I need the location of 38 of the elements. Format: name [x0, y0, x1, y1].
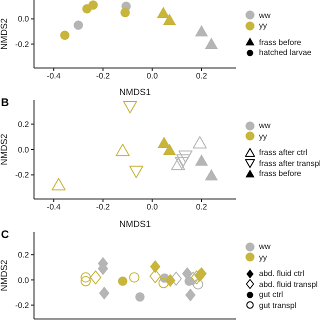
- x-tick-label: 0.2: [196, 202, 208, 212]
- x-tick-label: -0.4: [46, 72, 62, 81]
- text: abd. fluid ctrl: [259, 269, 304, 278]
- x-axis-title: NMDS1: [119, 87, 151, 97]
- x-tick-label: -0.2: [96, 72, 110, 81]
- chart-title: C: [1, 229, 9, 241]
- y-axis-title: NMDS2: [0, 134, 10, 166]
- x-axis-title: NMDS1: [119, 219, 151, 229]
- x-tick-label: -0.2: [96, 202, 110, 212]
- x-tick-label: -0.4: [46, 202, 62, 212]
- text: frass before: [259, 169, 302, 178]
- y-tick-label: 0.0: [18, 276, 30, 285]
- y-tick-label: 0.0: [18, 145, 30, 154]
- text: ww: [259, 121, 271, 130]
- chart-title: B: [1, 97, 9, 109]
- x-tick-label: 0.2: [196, 72, 208, 81]
- text: yy: [259, 252, 267, 262]
- x-tick-label: 0.0: [146, 72, 158, 81]
- text: ww: [259, 10, 271, 20]
- y-axis-title: NMDS2: [0, 260, 10, 292]
- text: ww: [259, 242, 271, 252]
- text: yy: [259, 21, 267, 30]
- text: frass after transpl: [259, 158, 320, 168]
- text: abd. fluid transpl: [259, 280, 318, 289]
- x-tick-label: 0.0: [146, 202, 158, 212]
- text: frass after ctrl: [259, 148, 308, 157]
- y-tick-label: 0.2: [18, 250, 30, 260]
- text: gut ctrl: [259, 290, 284, 300]
- text: gut transpl: [259, 300, 296, 310]
- y-tick-label: 0.0: [18, 14, 30, 24]
- text: hatched larvae: [259, 48, 312, 58]
- y-tick-label: -0.2: [15, 300, 30, 310]
- y-axis-title: NMDS2: [0, 18, 10, 50]
- text: frass before: [259, 38, 302, 47]
- y-tick-label: -0.2: [15, 40, 30, 49]
- y-tick-label: -0.2: [15, 170, 30, 180]
- y-tick-label: 0.2: [18, 120, 30, 129]
- text: yy: [259, 132, 267, 140]
